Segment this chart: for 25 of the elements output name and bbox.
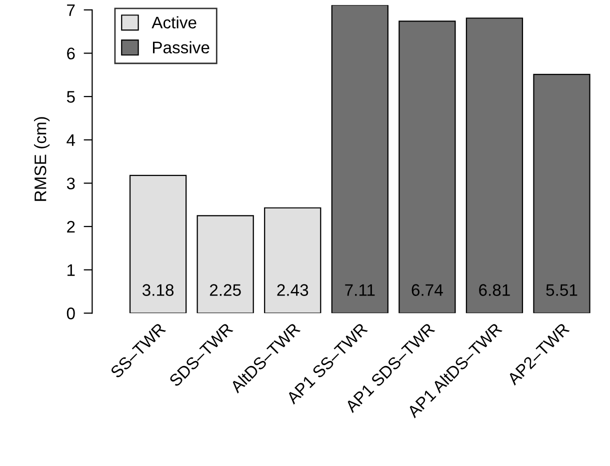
y-axis-title: RMSE (cm) [34, 117, 50, 201]
data-label: 2.43 [277, 284, 308, 296]
data-label: 5.51 [546, 284, 578, 296]
legend-label: Passive [152, 41, 210, 54]
bar [331, 5, 388, 314]
y-tick-label: 4 [66, 134, 76, 146]
legend-label: Active [152, 16, 196, 28]
y-tick-label: 5 [66, 91, 75, 103]
y-tick-label: 2 [67, 220, 75, 233]
data-label: 6.74 [412, 284, 443, 296]
data-label: 6.81 [479, 284, 510, 296]
data-label: 2.25 [210, 284, 241, 296]
data-label: 7.11 [345, 284, 375, 296]
data-label: 3.18 [142, 284, 174, 296]
y-tick-label: 0 [66, 308, 75, 320]
bar [264, 207, 322, 314]
bar [129, 174, 187, 314]
y-tick-label: 3 [66, 178, 75, 190]
bar [196, 215, 254, 314]
bar [398, 20, 456, 314]
y-tick-label: 1 [68, 264, 75, 276]
y-tick-label: 7 [67, 4, 75, 16]
bar [466, 18, 524, 314]
y-tick-label: 6 [67, 48, 75, 60]
bar [533, 74, 590, 314]
